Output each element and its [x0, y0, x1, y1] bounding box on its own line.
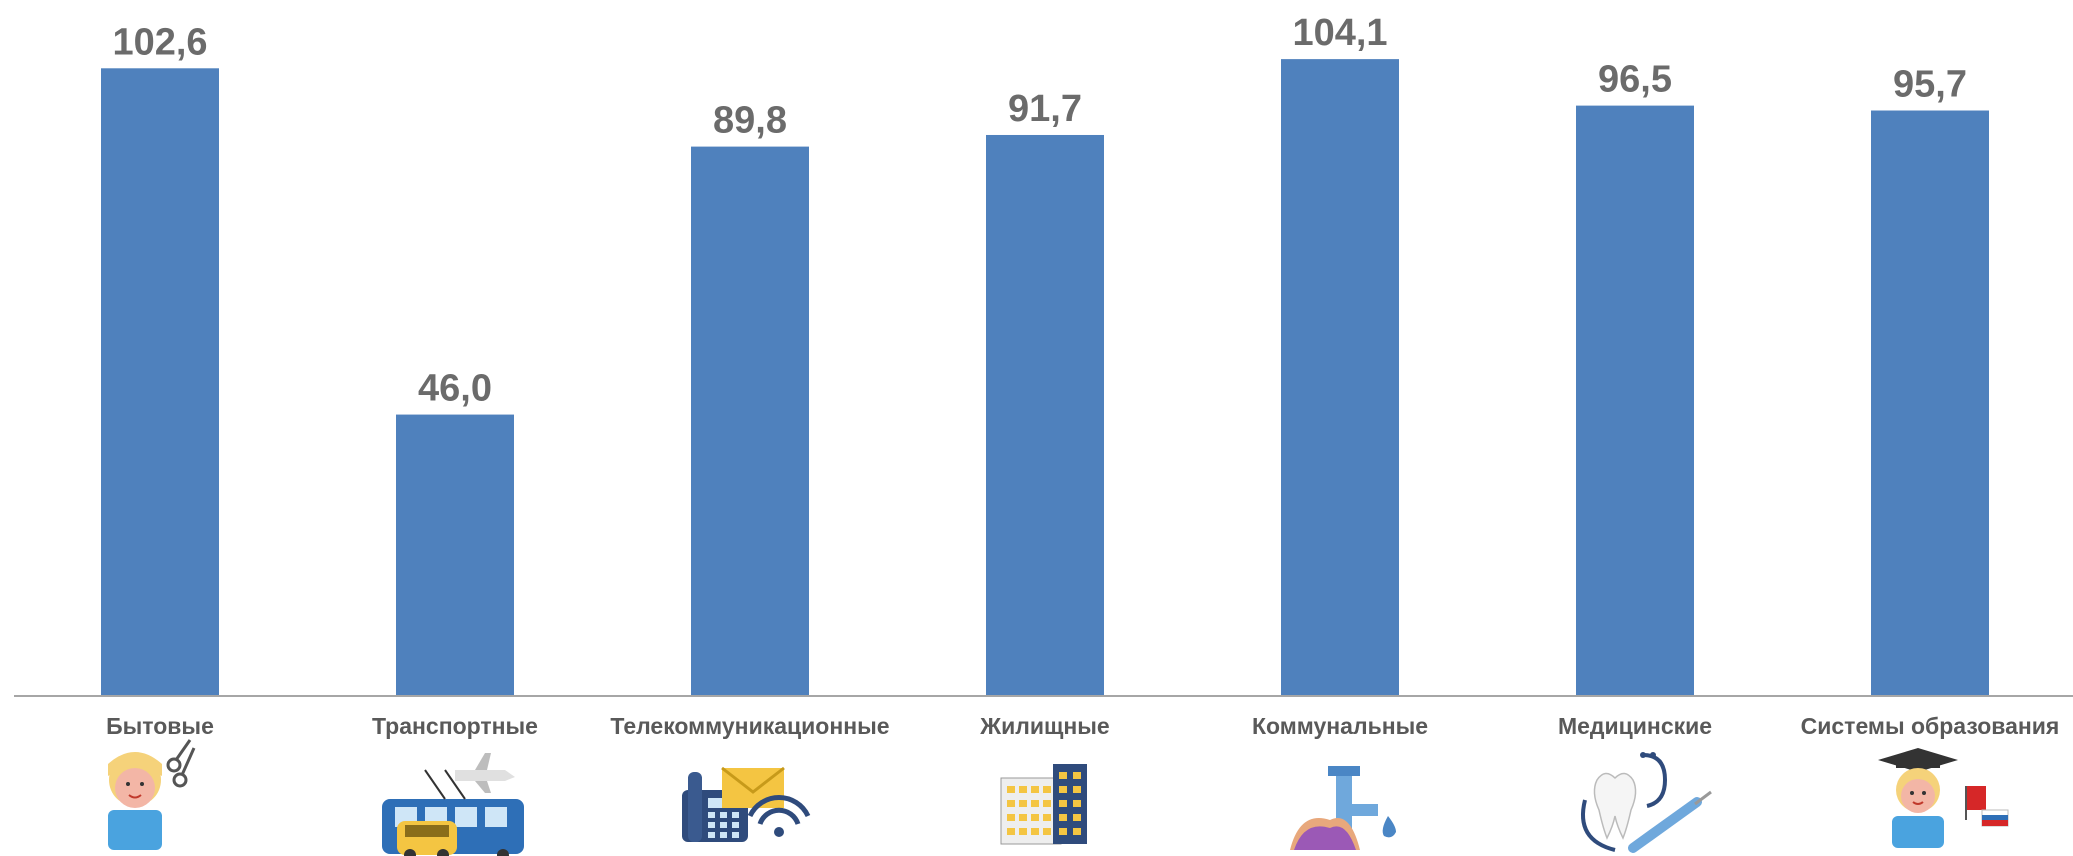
education-icon: [1878, 748, 2009, 848]
bar-5: [1281, 59, 1399, 696]
category-label-4: Жилищные: [979, 713, 1109, 739]
category-label-1: Бытовые: [106, 713, 214, 739]
value-label-3: 89,8: [713, 100, 787, 142]
category-label-5: Коммунальные: [1252, 713, 1428, 739]
building-icon: [1000, 764, 1087, 845]
bar-1: [101, 68, 219, 696]
value-label-2: 46,0: [418, 368, 492, 410]
utilities-icon: [1290, 766, 1396, 850]
bar-6: [1576, 105, 1694, 697]
value-labels-group: 102,6 46,0 89,8 91,7 104,1 96,5 95,7: [112, 12, 1967, 409]
value-label-6: 96,5: [1598, 59, 1672, 101]
value-label-1: 102,6: [112, 21, 207, 63]
category-label-3: Телекоммуникационные: [610, 713, 889, 739]
value-label-4: 91,7: [1008, 88, 1082, 130]
value-label-5: 104,1: [1292, 12, 1387, 54]
value-label-7: 95,7: [1893, 64, 1967, 106]
transport-icon: [382, 753, 524, 856]
bar-2: [396, 414, 514, 696]
medical-icon: [1581, 752, 1712, 853]
bar-3: [691, 146, 809, 696]
category-label-6: Медицинские: [1558, 713, 1712, 739]
bar-4: [986, 134, 1104, 697]
category-labels-group: Бытовые Транспортные Телекоммуникационные Ж…: [106, 713, 2059, 739]
category-label-2: Транспортные: [372, 713, 538, 739]
telecom-icon: [682, 766, 811, 842]
bar-7: [1871, 110, 1989, 697]
category-label-7: Системы образования: [1801, 713, 2060, 739]
bars-group: [101, 59, 1989, 697]
hairdresser-icon: [108, 739, 196, 850]
